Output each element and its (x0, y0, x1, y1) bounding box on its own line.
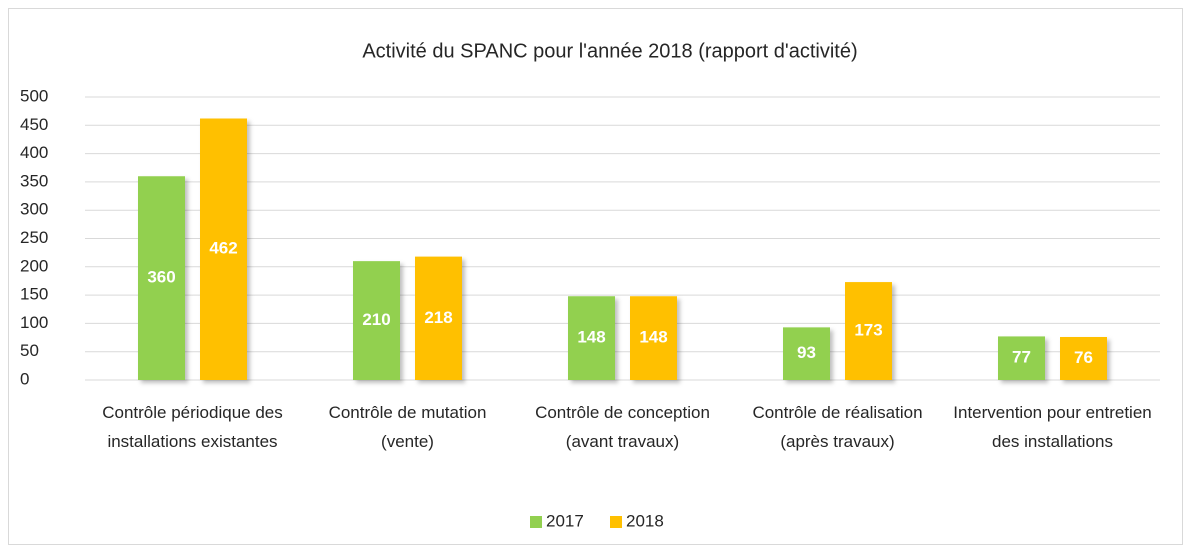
bar (138, 176, 185, 380)
bar (353, 261, 400, 380)
y-tick-label: 150 (20, 285, 48, 304)
data-label: 462 (209, 239, 237, 258)
x-tick-label: Contrôle de conception (avant travaux) (535, 403, 710, 451)
bar (200, 118, 247, 381)
data-label: 218 (424, 308, 452, 327)
legend-label: 2018 (626, 511, 664, 530)
data-label: 148 (577, 328, 605, 347)
y-tick-label: 250 (20, 228, 48, 247)
bar (568, 296, 615, 380)
y-tick-label: 0 (20, 369, 29, 388)
bar (415, 256, 462, 380)
bar (1060, 336, 1107, 380)
y-tick-label: 500 (20, 86, 48, 105)
data-label: 76 (1074, 348, 1093, 367)
data-label: 93 (797, 343, 816, 362)
bar (630, 296, 677, 380)
legend-swatch (530, 516, 542, 528)
bar (783, 327, 830, 380)
y-tick-label: 350 (20, 171, 48, 190)
x-tick-label: Contrôle périodique des installations ex… (102, 403, 283, 451)
y-tick-label: 300 (20, 200, 48, 219)
y-tick-label: 50 (20, 341, 39, 360)
legend-swatch (610, 516, 622, 528)
x-tick-label: Contrôle de mutation (vente) (328, 403, 487, 451)
data-label: 210 (362, 310, 390, 329)
data-label: 77 (1012, 348, 1031, 367)
x-tick-label: Contrôle de réalisation (après travaux) (752, 403, 923, 451)
y-tick-label: 200 (20, 256, 48, 275)
bar (998, 336, 1045, 380)
y-tick-label: 400 (20, 143, 48, 162)
x-tick-label: Intervention pour entretien des installa… (953, 403, 1152, 451)
bar (845, 282, 892, 380)
data-label: 360 (147, 268, 175, 287)
y-tick-label: 100 (20, 313, 48, 332)
chart-title: Activité du SPANC pour l'année 2018 (rap… (362, 40, 857, 62)
legend-label: 2017 (546, 511, 584, 530)
y-tick-label: 450 (20, 115, 48, 134)
data-label: 173 (854, 321, 882, 340)
data-label: 148 (639, 328, 667, 347)
